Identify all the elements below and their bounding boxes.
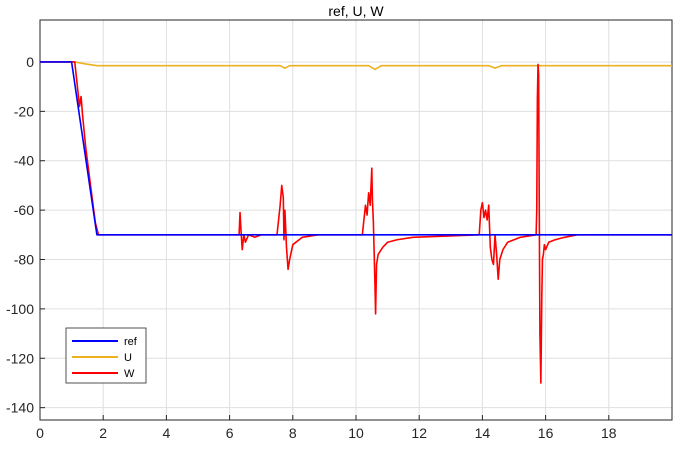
series-line-u bbox=[40, 61, 672, 71]
series-line-w bbox=[40, 61, 672, 384]
legend-label-u: U bbox=[124, 352, 132, 364]
y-tick-label: -40 bbox=[14, 153, 34, 169]
x-tick-label: 16 bbox=[538, 425, 554, 441]
y-tick-label: -60 bbox=[14, 202, 34, 218]
x-tick-label: 10 bbox=[348, 425, 364, 441]
x-tick-label: 18 bbox=[601, 425, 617, 441]
legend: ref U W bbox=[65, 327, 147, 384]
x-tick-label: 12 bbox=[411, 425, 427, 441]
y-tick-label: -120 bbox=[6, 350, 34, 366]
series-line-ref bbox=[40, 61, 672, 236]
x-tick-label: 0 bbox=[36, 425, 44, 441]
x-tick-label: 4 bbox=[163, 425, 171, 441]
series-layer bbox=[40, 61, 672, 384]
x-tick-label: 14 bbox=[475, 425, 491, 441]
x-tick-label: 8 bbox=[289, 425, 297, 441]
x-tick-label: 6 bbox=[226, 425, 234, 441]
y-tick-label: -20 bbox=[14, 103, 34, 119]
legend-label-ref: ref bbox=[124, 336, 138, 348]
grid bbox=[40, 20, 672, 420]
x-tick-label: 2 bbox=[99, 425, 107, 441]
legend-label-w: W bbox=[124, 368, 135, 380]
axis-ticks: 0 2 4 6 8 10 12 14 16 18 0 -20 -40 -60 -80 -100 -120 -140 bbox=[6, 54, 617, 441]
y-tick-label: -100 bbox=[6, 301, 34, 317]
y-tick-label: -80 bbox=[14, 252, 34, 268]
y-tick-label: -140 bbox=[6, 400, 34, 416]
y-tick-label: 0 bbox=[26, 54, 34, 70]
chart-title: ref, U, W bbox=[328, 3, 384, 19]
